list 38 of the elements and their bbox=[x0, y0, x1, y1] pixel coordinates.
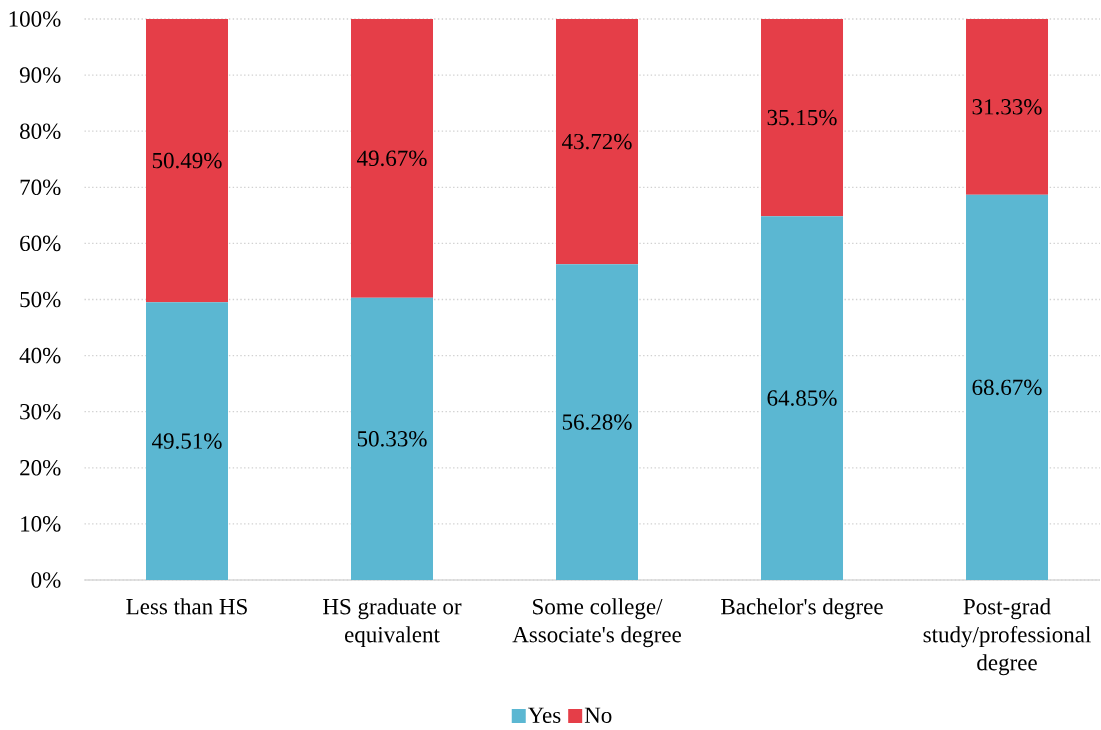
legend-label: Yes bbox=[528, 707, 561, 723]
x-tick-label: Some college/Associate's degree bbox=[512, 598, 681, 648]
y-tick-label: 30% bbox=[20, 403, 61, 420]
y-tick-label: 10% bbox=[21, 516, 61, 532]
x-tick-label: Bachelor's degree bbox=[721, 598, 883, 620]
legend-label: No bbox=[584, 707, 612, 723]
bar bbox=[556, 264, 639, 580]
bar bbox=[966, 18, 1049, 195]
x-tick-label: Post-grad study/professional degree bbox=[923, 598, 1091, 676]
data-label: 56.28% bbox=[562, 414, 632, 430]
bar bbox=[556, 18, 639, 265]
data-label: 50.33% bbox=[357, 431, 427, 447]
data-label: 68.67% bbox=[972, 379, 1042, 396]
y-tick-label: 60% bbox=[20, 235, 61, 252]
data-label: 49.67% bbox=[357, 150, 427, 167]
y-tick-label: 20% bbox=[20, 460, 61, 476]
y-tick-label: 80% bbox=[20, 123, 61, 139]
bar bbox=[761, 216, 844, 580]
data-label: 43.72% bbox=[562, 133, 632, 150]
bar bbox=[761, 18, 844, 217]
data-label: 31.33% bbox=[972, 99, 1042, 115]
y-tick-label: 90% bbox=[19, 67, 61, 83]
y-tick-label: 0% bbox=[31, 572, 61, 588]
y-tick-label: 50% bbox=[20, 291, 61, 308]
bar bbox=[146, 18, 228, 303]
data-label: 49.51% bbox=[152, 433, 222, 449]
x-tick-label: HS graduate or equivalent bbox=[323, 598, 462, 648]
data-label: 64.85% bbox=[767, 390, 837, 406]
bar bbox=[351, 18, 433, 298]
x-tick-label: Less than HS bbox=[126, 598, 247, 615]
bar bbox=[351, 297, 433, 580]
data-label: 50.49% bbox=[152, 152, 222, 169]
data-label: 35.15% bbox=[767, 109, 837, 126]
y-tick-label: 70% bbox=[20, 179, 61, 196]
y-tick-label: 40% bbox=[19, 347, 61, 364]
y-tick-label: 100% bbox=[9, 11, 61, 27]
bar bbox=[966, 194, 1049, 580]
bar bbox=[146, 302, 228, 580]
